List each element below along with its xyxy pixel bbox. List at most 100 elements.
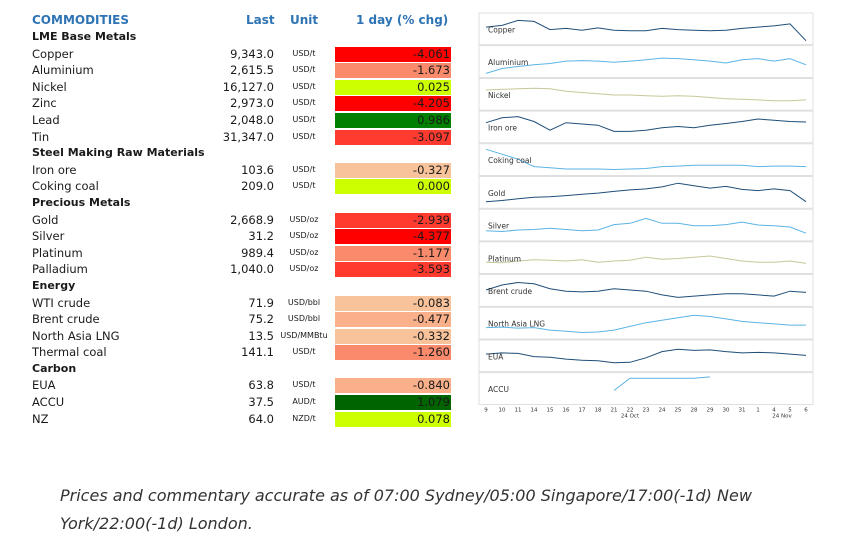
x-tick-label: 17 [579,407,586,413]
commodity-name: Gold [32,212,59,227]
table-body: LME Base Metals Copper 9,343.0 USD/t -4.061 A… [30,29,452,427]
last-price: 209.0 [241,179,274,194]
sparkline-label: Platinum [488,254,521,263]
x-group-label: 24 Oct [621,413,640,419]
change-cell: -3.097 [335,129,451,145]
unit-label: USD/t [292,380,316,390]
sparkline-series-line [485,281,807,298]
last-price: 31.2 [248,229,274,244]
commodity-name: Thermal coal [32,345,107,360]
x-group-label: 24 Nov [772,413,792,419]
commodity-name: Steel Making Raw Materials [32,146,205,160]
commodity-name: Palladium [32,262,88,277]
x-tick-label: 14 [531,407,538,413]
x-tick-label: 11 [515,407,522,413]
last-price: 64.0 [248,411,274,426]
change-cell: -0.477 [335,312,451,328]
sparkline-frame [478,306,814,340]
change-cell: -1.673 [335,63,451,79]
change-cell: -1.177 [335,245,451,261]
footnote: Prices and commentary accurate as of 07:… [60,486,752,533]
sparkline-frame [478,78,814,111]
sparkline-label: Aluminium [488,58,528,67]
sparkline-series-line [485,148,807,171]
commodity-name: Nickel [32,79,67,94]
commodity-name: Aluminium [32,63,94,78]
x-tick-label: 31 [739,407,746,413]
table-row: Platinum 989.4 USD/oz -1.177 [30,245,452,262]
sparkline-label: ACCU [488,385,509,394]
header-last: Last [246,13,275,27]
unit-label: USD/oz [289,214,319,224]
commodity-name: LME Base Metals [32,30,137,43]
sparkline-series-line [485,182,807,203]
unit-label: USD/oz [289,264,319,274]
sparkline-series-line [485,255,807,264]
x-tick-label: 25 [675,407,682,413]
sparkline-series-line [485,314,806,334]
sparkline-frame [478,110,814,144]
unit-label: NZD/t [292,413,316,423]
table-row: Gold 2,668.9 USD/oz -2.939 [30,212,452,229]
last-price: 31,347.0 [222,129,274,144]
change-cell: 0.078 [335,411,451,427]
header-unit: Unit [290,13,319,27]
commodity-name: Tin [32,129,50,144]
change-cell: 0.000 [335,179,451,195]
last-price: 63.8 [248,378,274,393]
x-tick-label: 5 [788,407,792,413]
last-price: 37.5 [248,395,274,410]
sparkline-frame [478,12,814,46]
sparkline-series-line [485,57,807,74]
unit-label: USD/oz [289,231,319,241]
last-price: 1,040.0 [230,262,274,277]
commodity-name: Coking coal [32,179,99,194]
section-header: LME Base Metals [30,29,452,46]
change-cell: 0.986 [335,112,451,128]
unit-label: USD/t [292,65,316,75]
sparkline-label: Nickel [488,91,511,100]
change-cell: -4.061 [335,46,451,62]
section-header: Energy [30,278,452,295]
x-tick-label: 9 [484,407,488,413]
table-row: North Asia LNG 13.5 USD/MMBtu -0.332 [30,328,452,345]
table-row: Nickel 16,127.0 USD/t 0.025 [30,79,452,96]
change-cell: -1.260 [335,345,451,361]
table-row: Silver 31.2 USD/oz -4.377 [30,228,452,245]
change-cell: -4.377 [335,229,451,245]
change-cell: -0.332 [335,328,451,344]
change-cell: -0.327 [335,162,451,178]
last-price: 2,668.9 [230,212,274,227]
table-row: Tin 31,347.0 USD/t -3.097 [30,129,452,146]
unit-label: USD/t [292,81,316,91]
section-header: Steel Making Raw Materials [30,145,452,162]
unit-label: USD/t [292,48,316,58]
table-row: EUA 63.8 USD/t -0.840 [30,377,452,394]
table-row: Aluminium 2,615.5 USD/t -1.673 [30,62,452,79]
commodity-name: Energy [32,278,76,292]
unit-label: USD/oz [289,247,319,257]
commodity-name: Silver [32,229,65,244]
commodity-name: Carbon [32,361,77,375]
last-price: 103.6 [241,162,274,177]
unit-label: USD/t [292,164,316,174]
change-cell: 0.025 [335,79,451,95]
change-cell: -2.939 [335,212,451,228]
table-row: ACCU 37.5 AUD/t 1.079 [30,394,452,411]
last-price: 2,048.0 [230,112,274,127]
section-header: Precious Metals [30,195,452,212]
sparkline-series-line [613,376,711,391]
commodities-table: COMMODITIES Last Unit 1 day (% chg) LME … [30,12,452,427]
table-row: Copper 9,343.0 USD/t -4.061 [30,46,452,63]
sparkline-frame [478,372,814,405]
sparkline-series-line [485,19,807,42]
sparkline-frame [478,143,814,176]
change-cell: -0.840 [335,378,451,394]
x-tick-label: 4 [772,407,776,413]
sparkline-frame [478,208,814,242]
last-price: 989.4 [241,245,274,260]
x-tick-label: 16 [563,407,570,413]
table-row: Iron ore 103.6 USD/t -0.327 [30,162,452,179]
x-tick-label: 23 [643,407,650,413]
change-cell: -4.205 [335,96,451,112]
